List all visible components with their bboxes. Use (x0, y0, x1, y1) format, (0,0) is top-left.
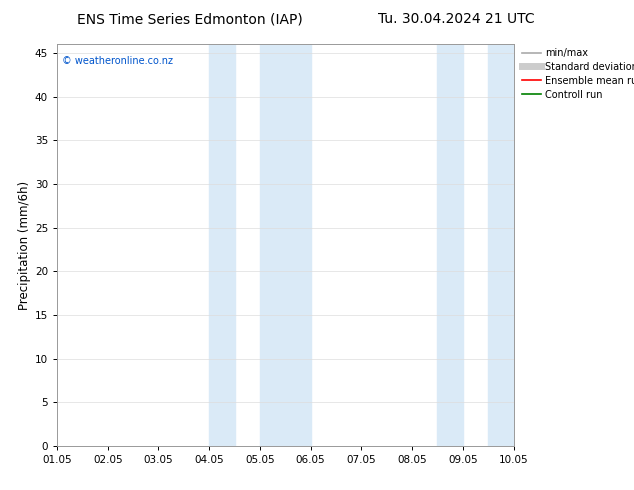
Bar (260, 44, 311, 446)
Legend: min/max, Standard deviation, Ensemble mean run, Controll run: min/max, Standard deviation, Ensemble me… (518, 44, 634, 103)
Y-axis label: Precipitation (mm/6h): Precipitation (mm/6h) (18, 180, 30, 310)
Bar (209, 44, 235, 446)
Bar (437, 44, 463, 446)
Text: ENS Time Series Edmonton (IAP): ENS Time Series Edmonton (IAP) (77, 12, 303, 26)
Text: © weatheronline.co.nz: © weatheronline.co.nz (61, 56, 172, 66)
Text: Tu. 30.04.2024 21 UTC: Tu. 30.04.2024 21 UTC (378, 12, 535, 26)
Bar (488, 44, 514, 446)
